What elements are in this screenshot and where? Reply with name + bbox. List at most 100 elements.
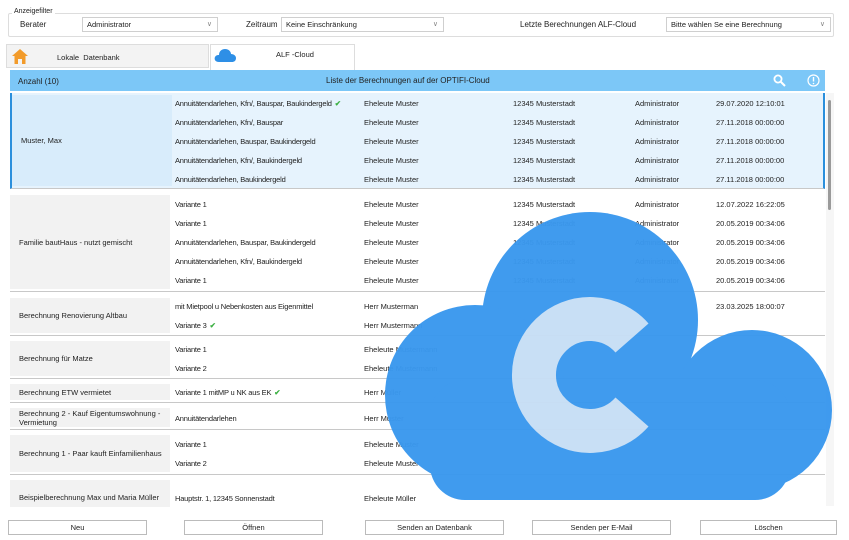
scrollbar-thumb[interactable]: [828, 100, 831, 210]
cell-text: Annuitätendarlehen, Baukindergeld: [175, 174, 286, 184]
cell-text: Variante 1: [175, 440, 207, 449]
group-name: Muster, Max: [12, 95, 172, 186]
scrollbar[interactable]: [826, 93, 834, 506]
table-row[interactable]: Variante 1 Eheleute Muster 12345 Mustersta…: [10, 214, 825, 233]
filter-group: [8, 13, 834, 37]
cell-text: Variante 1 mitMP u NK aus EK: [175, 388, 272, 397]
cell-text: Variante 1: [175, 219, 207, 228]
chevron-down-icon: ∨: [819, 21, 825, 28]
cell-user: Administrator: [635, 99, 679, 108]
cell-text: Annuitätendarlehen, Kfn/, Baukindergeld: [175, 155, 302, 165]
table-row[interactable]: Variante 1 Eheleute Mustermann: [10, 340, 825, 359]
table-row[interactable]: Variante 1 Eheleute Muster 12345 Mustersta…: [10, 195, 825, 214]
delete-button[interactable]: Löschen: [700, 520, 837, 535]
cell-text: Annuitätendarlehen, Kfn/, Baukindergeld: [175, 257, 302, 266]
cell-text: 12345 Musterstadt: [513, 219, 576, 228]
send-email-button[interactable]: Senden per E-Mail: [532, 520, 671, 535]
cell-text: 12345 Musterstadt: [513, 136, 576, 146]
cell-text: 12345 Musterstadt: [513, 98, 576, 108]
open-button[interactable]: Öffnen: [184, 520, 323, 535]
letzte-label: Letzte Berechnungen ALF-Cloud: [520, 20, 637, 29]
letzte-select[interactable]: Bitte wählen Se eine Berechnung ∨: [666, 17, 831, 32]
cell-city: 12345 Musterstadt: [513, 156, 575, 165]
group-name: Berechnung 2 - Kauf Eigentumswohnung - V…: [10, 408, 170, 427]
cell-text: 12345 Musterstadt: [513, 117, 576, 127]
cell-user: Administrator: [635, 238, 679, 247]
cloud-icon: [214, 49, 236, 62]
cell-desc: Annuitätendarlehen, Bauspar, Baukinderge…: [175, 238, 316, 247]
list-group[interactable]: Berechnung ETW vermietet Variante 1 mitMP…: [10, 382, 825, 403]
table-row[interactable]: Annuitätendarlehen, Bauspar, Baukinderge…: [10, 233, 825, 252]
cell-city: 12345 Musterstadt: [513, 276, 575, 285]
tab-lokale-datenbank[interactable]: Lokale Datenbank: [6, 44, 209, 68]
send-database-button[interactable]: Senden an Datenbank: [365, 520, 504, 535]
table-row[interactable]: Annuitätendarlehen Herr Muster: [10, 409, 825, 428]
list-group[interactable]: Berechnung Renovierung Altbau mit Mietpoo…: [10, 296, 825, 336]
table-row[interactable]: Annuitätendarlehen, Baukindergeld Eheleut…: [12, 170, 825, 189]
table-row[interactable]: Hauptstr. 1, 12345 Sonnenstadt Eheleute M…: [10, 489, 825, 508]
cell-text: Eheleute Muster: [364, 174, 419, 184]
cell-text: Herr Muster: [364, 413, 404, 423]
new-button[interactable]: Neu: [8, 520, 147, 535]
cell-desc: Hauptstr. 1, 12345 Sonnenstadt: [175, 494, 275, 503]
cell-text: Eheleute Muster: [364, 136, 419, 146]
table-row[interactable]: Variante 2 Eheleute Muster: [10, 454, 825, 473]
berater-label: Berater: [20, 20, 47, 29]
house-icon: [12, 49, 28, 64]
cell-user: Administrator: [635, 276, 679, 285]
table-row[interactable]: Annuitätendarlehen, Kfn/, Bauspar Eheleut…: [12, 113, 825, 132]
check-icon: ✔: [209, 321, 216, 330]
list-group[interactable]: Familie bautHaus - nutzt gemischt Variant…: [10, 193, 825, 292]
info-icon[interactable]: [807, 74, 820, 87]
cell-person: Eheleute Muster: [364, 137, 419, 146]
cell-city: 12345 Musterstadt: [513, 219, 575, 228]
cell-text: 27.11.2018 00:00:00: [716, 174, 785, 184]
list-group[interactable]: Beispielberechnung Max und Maria Müller H…: [10, 478, 825, 507]
group-name: Berechnung Renovierung Altbau: [10, 298, 170, 333]
cell-desc: Variante 1: [175, 200, 207, 209]
list-group[interactable]: Berechnung für Matze Variante 1 Eheleute M…: [10, 339, 825, 379]
cell-city: 12345 Musterstadt: [513, 238, 575, 247]
berater-select[interactable]: Administrator ∨: [82, 17, 218, 32]
table-row[interactable]: mit Mietpool u Nebenkosten aus Eigenmitt…: [10, 297, 825, 316]
cell-date: 27.11.2018 00:00:00: [716, 156, 784, 165]
cell-user: Administrator: [635, 257, 679, 266]
cell-desc: Annuitätendarlehen, Kfn/, Baukindergeld: [175, 156, 302, 165]
cell-text: Variante 2: [175, 459, 207, 468]
table-row[interactable]: Variante 2 Eheleute Mustermann: [10, 359, 825, 378]
table-row[interactable]: Variante 1 Eheleute Muster 12345 Mustersta…: [10, 271, 825, 290]
cell-text: 27.11.2018 00:00:00: [716, 155, 785, 165]
cell-text: Annuitätendarlehen, Bauspar, Baukinderge…: [175, 136, 316, 146]
list-group[interactable]: Berechnung 1 - Paar kauft Einfamilienhau…: [10, 433, 825, 475]
table-row[interactable]: Annuitätendarlehen, Bauspar, Baukinderge…: [12, 132, 825, 151]
tab-alf-cloud[interactable]: ALF -Cloud: [210, 44, 355, 70]
cell-text: Variante 3: [175, 321, 207, 330]
cell-user: Administrator: [635, 219, 679, 228]
cell-person: Eheleute Muster: [364, 276, 419, 285]
zeitraum-select[interactable]: Keine Einschränkung ∨: [281, 17, 444, 32]
cell-text: Administrator: [635, 174, 680, 184]
list-group[interactable]: Muster, Max Annuitätendarlehen, Kfn/, Bau…: [10, 93, 825, 189]
table-row[interactable]: Variante 1 mitMP u NK aus EK ✔ Herr Müller: [10, 383, 825, 402]
cell-desc: Annuitätendarlehen, Kfn/, Bauspar: [175, 118, 283, 127]
cell-person: Eheleute Muster: [364, 175, 419, 184]
table-row[interactable]: Variante 3 ✔ Herr Mustermann: [10, 316, 825, 335]
cell-text: Eheleute Muster: [364, 238, 419, 247]
cell-city: 12345 Musterstadt: [513, 137, 575, 146]
cell-person: Herr Mustermann: [364, 321, 422, 330]
table-row[interactable]: Annuitätendarlehen, Kfn/, Bauspar, Bauki…: [12, 94, 825, 113]
table-row[interactable]: Annuitätendarlehen, Kfn/, Baukindergeld E…: [12, 151, 825, 170]
letzte-value: Bitte wählen Se eine Berechnung: [671, 20, 782, 29]
cell-text: 12345 Musterstadt: [513, 238, 576, 247]
cell-text: 27.11.2018 00:00:00: [716, 136, 785, 146]
table-row[interactable]: Variante 1 Eheleute Muster: [10, 435, 825, 454]
cell-text: Variante 1: [175, 276, 207, 285]
cell-text: Administrator: [635, 219, 680, 228]
cell-city: 12345 Musterstadt: [513, 200, 575, 209]
cell-desc: Variante 1: [175, 345, 207, 354]
cell-text: Administrator: [635, 136, 680, 146]
search-icon[interactable]: [773, 74, 786, 87]
cell-user: Administrator: [635, 118, 679, 127]
table-row[interactable]: Annuitätendarlehen, Kfn/, Baukindergeld E…: [10, 252, 825, 271]
list-group[interactable]: Berechnung 2 - Kauf Eigentumswohnung - V…: [10, 406, 825, 430]
